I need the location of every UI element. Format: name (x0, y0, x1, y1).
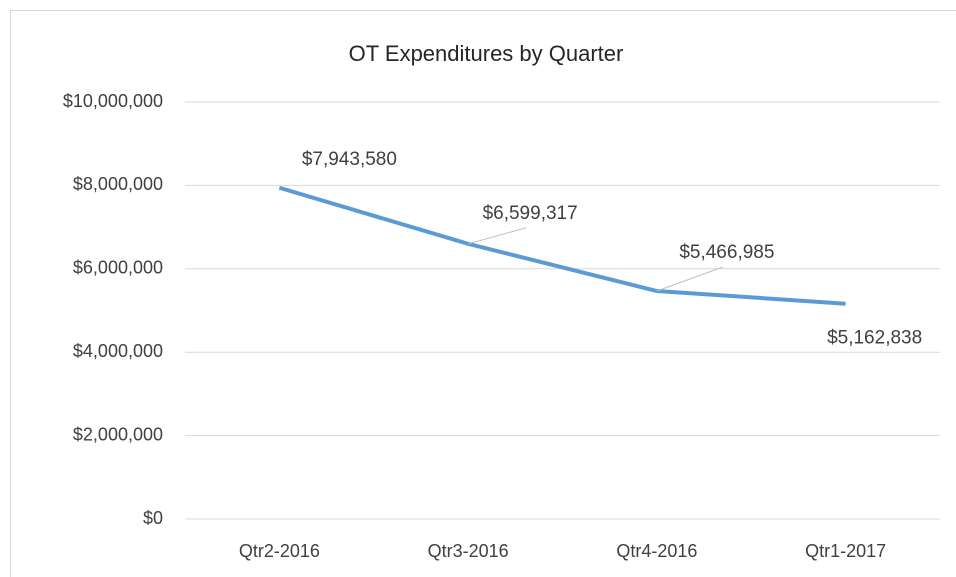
y-tick-label: $4,000,000 (73, 341, 163, 361)
x-tick-label: Qtr3-2016 (428, 541, 509, 561)
leader-line (656, 266, 724, 292)
value-label: $6,599,317 (483, 203, 578, 224)
value-label: $5,466,985 (679, 242, 774, 263)
y-tick-label: $10,000,000 (63, 91, 163, 111)
line (278, 185, 846, 306)
value-label: $5,162,838 (827, 328, 922, 349)
leader-line (467, 227, 527, 245)
y-tick-label: $8,000,000 (73, 174, 163, 194)
value-label: $7,943,580 (302, 149, 397, 170)
x-tick-label: Qtr2-2016 (239, 541, 320, 561)
y-tick-label: $6,000,000 (73, 258, 163, 278)
x-tick-label: Qtr4-2016 (616, 541, 697, 561)
chart-border (10, 10, 956, 577)
y-tick-label: $0 (143, 508, 163, 528)
chart-title: OT Expenditures by Quarter (349, 41, 624, 66)
x-tick-label: Qtr1-2017 (805, 541, 886, 561)
y-tick-label: $2,000,000 (73, 424, 163, 444)
